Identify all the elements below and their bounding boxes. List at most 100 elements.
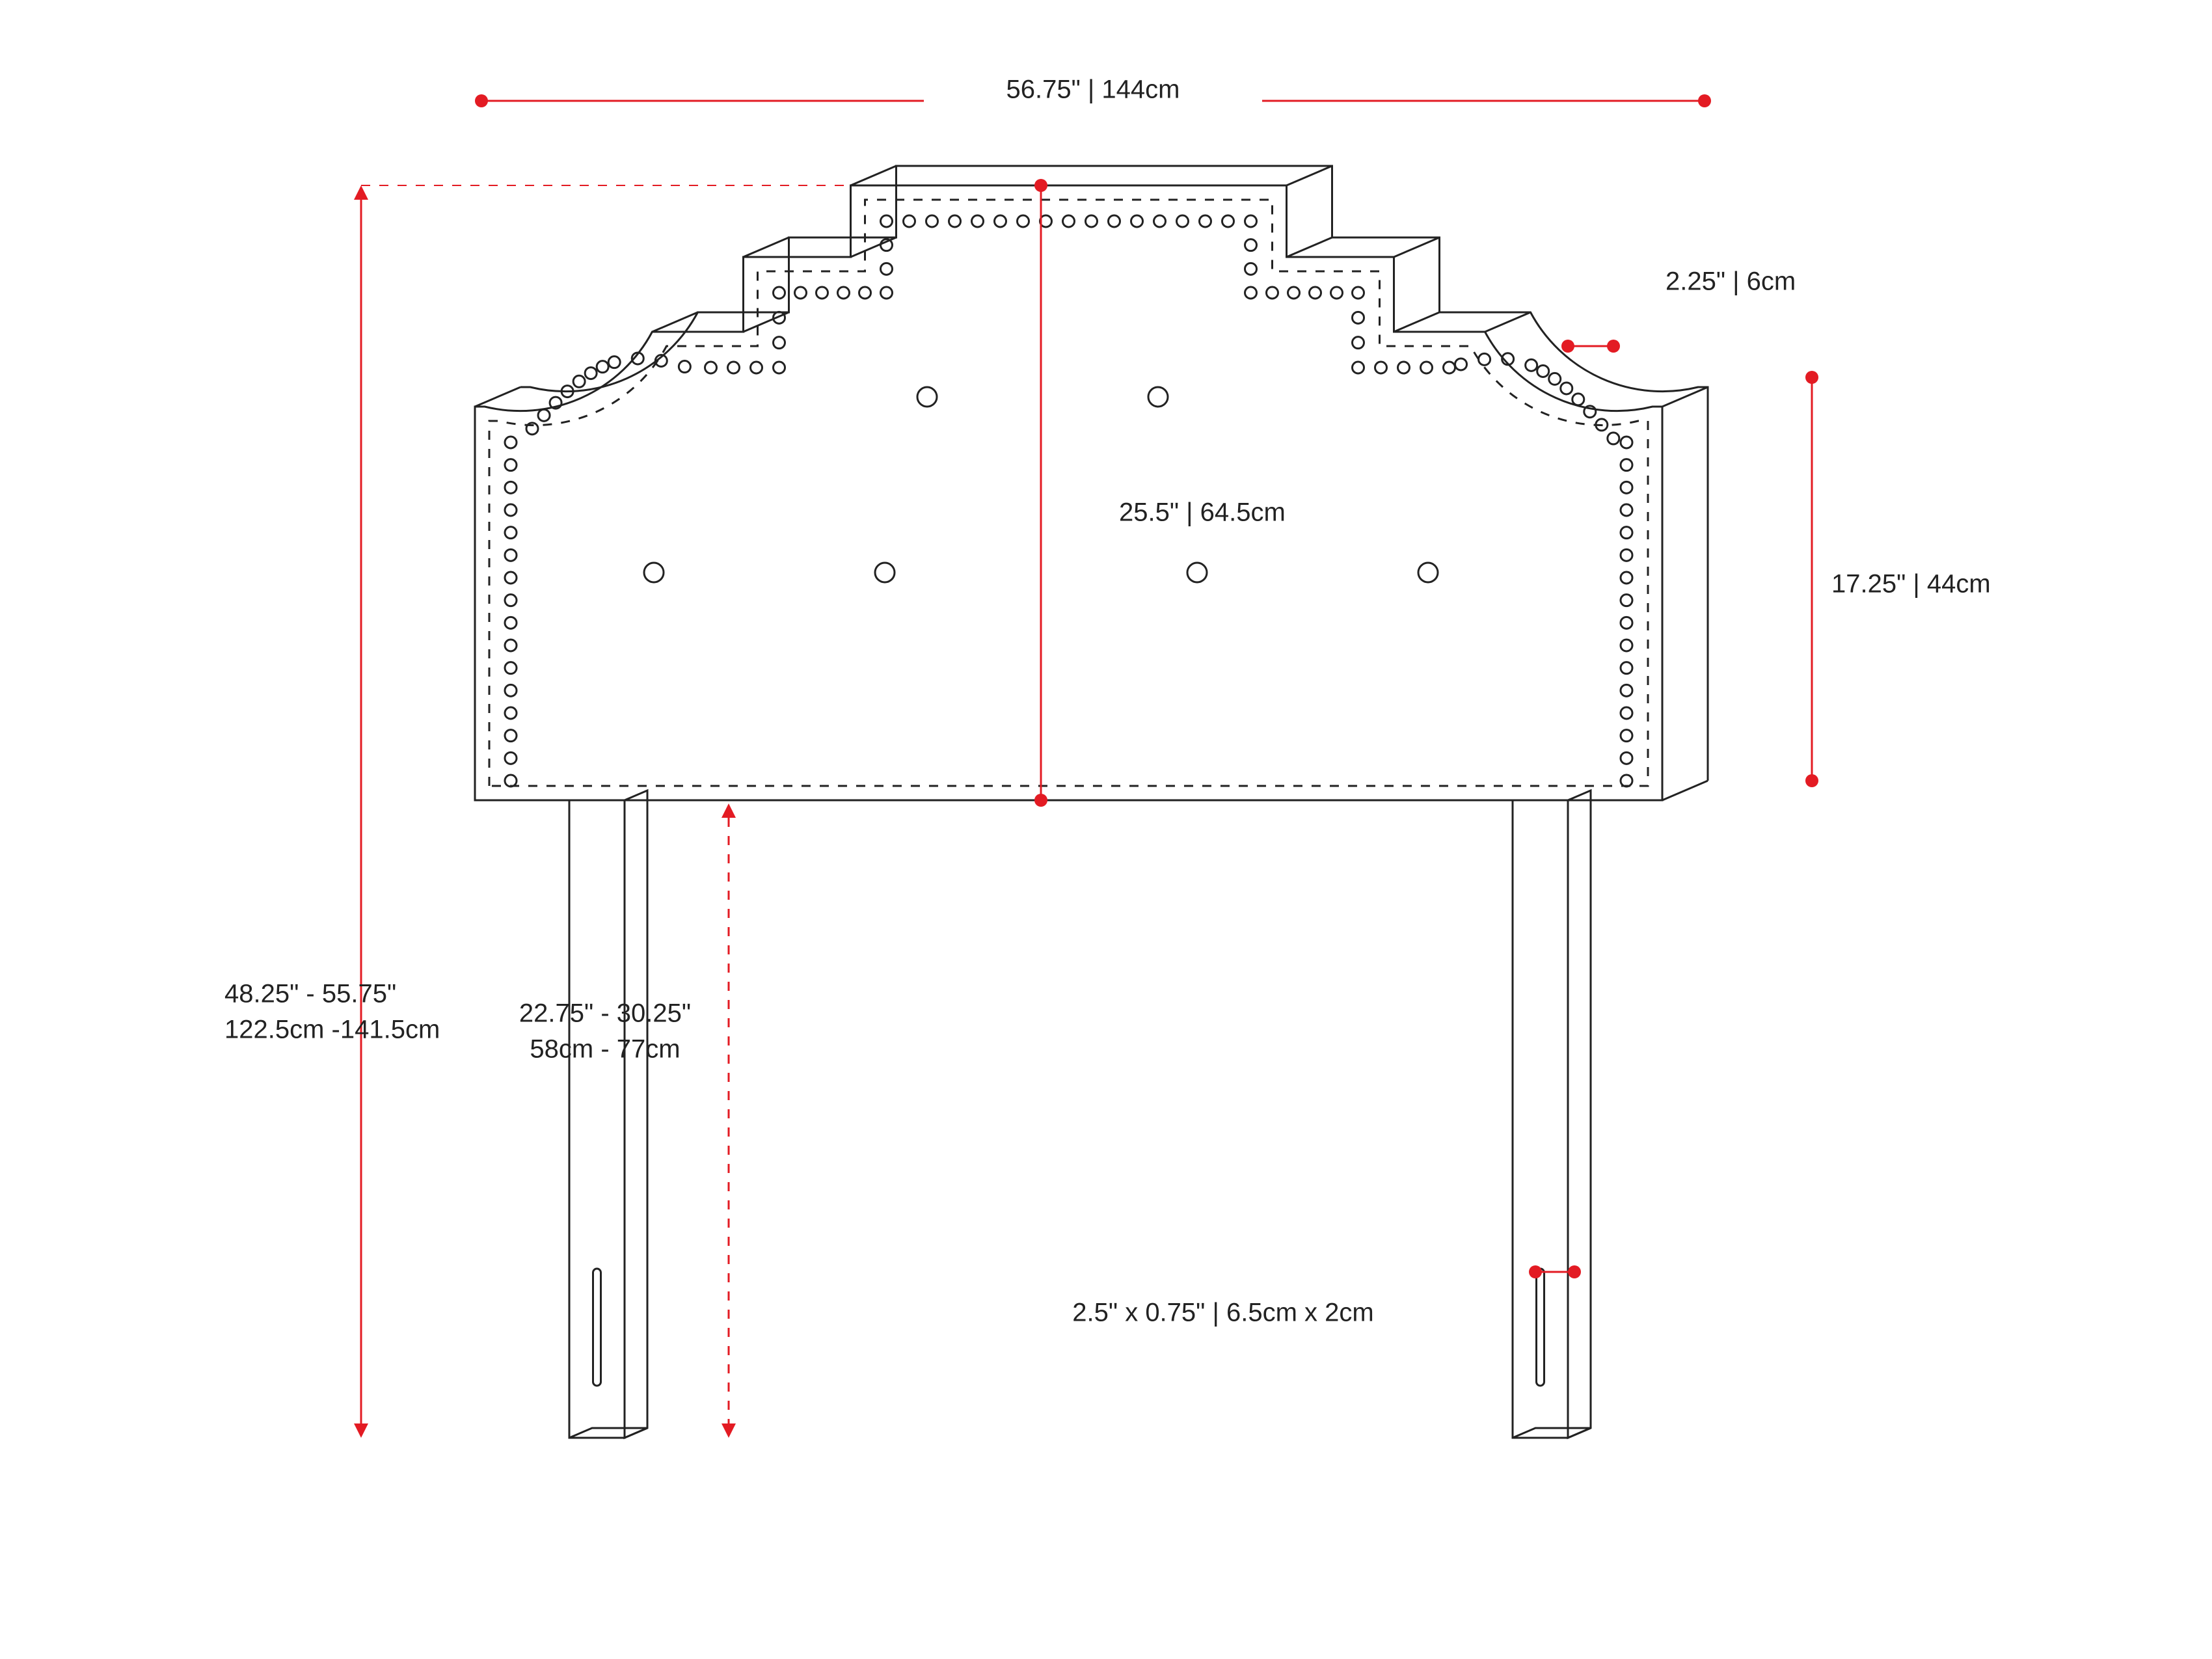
nailhead — [505, 459, 517, 471]
nailhead — [1621, 730, 1632, 742]
nailhead — [585, 368, 597, 379]
tufting-button — [1187, 563, 1207, 582]
leg-right — [1513, 800, 1568, 1438]
nailhead — [1063, 215, 1075, 227]
nailhead — [881, 263, 893, 275]
nailhead — [1267, 287, 1278, 299]
nailhead — [1608, 433, 1619, 444]
dim-overall-height: 48.25" - 55.75" — [224, 980, 396, 1008]
nailhead — [1353, 312, 1364, 323]
nailhead — [751, 362, 762, 373]
nailhead — [705, 362, 717, 373]
nailhead — [1621, 752, 1632, 764]
dim-panel-height: 17.25" | 44cm — [1831, 570, 1991, 599]
nailhead — [1245, 287, 1257, 299]
nailhead — [1222, 215, 1234, 227]
nailhead — [1353, 337, 1364, 349]
nailhead — [859, 287, 871, 299]
nailhead — [538, 409, 550, 421]
nailhead — [926, 215, 938, 227]
headboard-back-edge — [520, 166, 1708, 781]
nailhead — [505, 662, 517, 674]
nailhead — [1526, 359, 1537, 371]
nailhead — [505, 775, 517, 787]
nailhead — [1621, 662, 1632, 674]
nailhead — [838, 287, 850, 299]
dim-overall-width: 56.75" | 144cm — [1006, 75, 1180, 104]
nailhead — [505, 481, 517, 493]
nailhead — [1621, 640, 1632, 651]
nailhead — [1331, 287, 1343, 299]
nailhead — [972, 215, 984, 227]
nailhead — [1621, 617, 1632, 628]
dim-slot-size: 2.5" x 0.75" | 6.5cm x 2cm — [1072, 1299, 1373, 1327]
nailhead — [774, 362, 785, 373]
tufting-button — [1418, 563, 1438, 582]
dim-leg-height: 22.75" - 30.25" — [519, 999, 691, 1028]
nailhead — [1375, 362, 1387, 373]
nailhead — [1353, 362, 1364, 373]
nailhead — [1109, 215, 1120, 227]
nailhead — [1621, 481, 1632, 493]
nailhead — [505, 437, 517, 448]
nailhead — [1177, 215, 1189, 227]
tufting-button — [917, 387, 937, 407]
nailhead — [795, 287, 807, 299]
nailhead — [1353, 287, 1364, 299]
nailhead — [1245, 215, 1257, 227]
nailhead — [774, 287, 785, 299]
nailhead — [1621, 459, 1632, 471]
nailhead — [904, 215, 915, 227]
nailhead — [505, 549, 517, 561]
nailhead — [1200, 215, 1211, 227]
nailhead — [1131, 215, 1143, 227]
nailhead — [1455, 358, 1467, 370]
nailhead — [1421, 362, 1433, 373]
nailhead — [679, 361, 690, 373]
nailhead — [573, 375, 585, 387]
leg-right-slot — [1537, 1269, 1544, 1386]
leg-left-slot — [593, 1269, 601, 1386]
nailhead — [1621, 504, 1632, 516]
nailhead — [1561, 383, 1572, 394]
nailhead — [597, 361, 608, 373]
nailhead — [1479, 353, 1490, 365]
nailhead — [1310, 287, 1321, 299]
nailhead — [1621, 684, 1632, 696]
nailhead — [608, 357, 620, 368]
nailhead — [881, 287, 893, 299]
svg-text:58cm - 77cm: 58cm - 77cm — [530, 1035, 680, 1064]
tufting-button — [875, 563, 895, 582]
dim-thickness: 2.25" | 6cm — [1666, 267, 1796, 296]
nailhead — [505, 707, 517, 719]
nailhead — [1621, 527, 1632, 539]
nailhead — [1154, 215, 1166, 227]
nailhead — [1572, 394, 1584, 405]
nailhead — [1018, 215, 1029, 227]
nailhead — [505, 752, 517, 764]
nailhead — [995, 215, 1006, 227]
nailhead — [1621, 572, 1632, 584]
nailhead — [505, 527, 517, 539]
nailhead — [1621, 437, 1632, 448]
nailhead — [1621, 595, 1632, 606]
nailhead — [505, 730, 517, 742]
tufting-button — [644, 563, 664, 582]
dim-headboard-height: 25.5" | 64.5cm — [1119, 498, 1286, 527]
nailhead — [505, 684, 517, 696]
nailhead — [1288, 287, 1300, 299]
nailhead — [1444, 362, 1455, 373]
nailhead — [505, 572, 517, 584]
nailhead — [1621, 775, 1632, 787]
nailhead — [1398, 362, 1410, 373]
tufting-button — [1148, 387, 1168, 407]
nailhead — [816, 287, 828, 299]
nailhead — [1086, 215, 1098, 227]
nailhead — [774, 337, 785, 349]
headboard-front-face — [475, 185, 1662, 800]
leg-left — [569, 800, 625, 1438]
nailhead — [1537, 365, 1549, 377]
nailhead — [505, 640, 517, 651]
nailhead — [728, 362, 740, 373]
nailhead — [1245, 263, 1257, 275]
